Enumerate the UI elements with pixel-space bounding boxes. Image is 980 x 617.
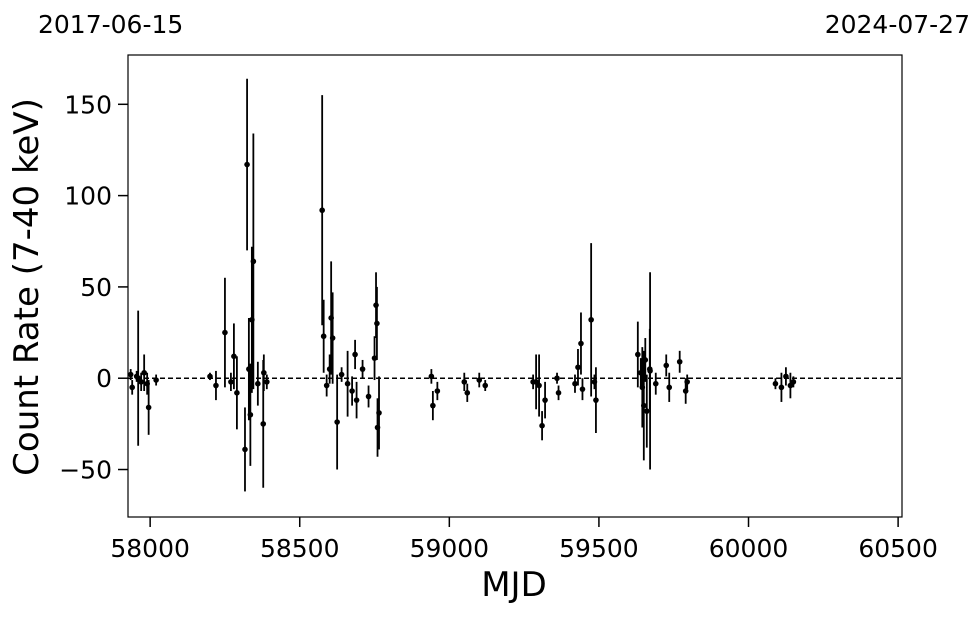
data-point: [359, 366, 366, 372]
plot-frame: [127, 54, 903, 518]
data-point: [666, 384, 673, 391]
x-tick-label: 58000: [110, 534, 190, 563]
x-tick-label: 59500: [559, 534, 639, 563]
data-point: [261, 369, 267, 376]
x-tick-label: 60000: [709, 534, 789, 563]
data-point: [374, 320, 380, 327]
data-point: [264, 379, 270, 385]
data-point: [371, 355, 378, 361]
data-point: [783, 373, 789, 380]
data-point: [255, 380, 261, 387]
data-point: [536, 382, 542, 389]
top-right-label: 2024-07-27: [825, 10, 970, 39]
data-point: [231, 353, 237, 360]
data-point: [365, 393, 372, 400]
data-point: [663, 362, 670, 369]
data-point: [579, 386, 586, 392]
data-point: [242, 446, 248, 453]
data-point: [578, 340, 584, 347]
x-tick-label: 58500: [260, 534, 340, 563]
data-point: [141, 369, 147, 376]
data-point: [593, 397, 599, 403]
data-point: [542, 397, 548, 403]
data-point: [461, 379, 468, 385]
data-point: [127, 371, 134, 378]
data-point: [222, 329, 228, 336]
data-point: [145, 404, 152, 411]
data-point: [434, 388, 441, 394]
data-point: [554, 375, 560, 382]
data-point: [642, 357, 649, 363]
data-point: [213, 382, 219, 389]
y-tick-label: 50: [80, 273, 112, 302]
data-point: [539, 422, 545, 429]
data-point: [250, 258, 257, 265]
data-point: [464, 390, 471, 396]
data-point: [153, 377, 159, 383]
data-point: [635, 351, 641, 358]
data-point: [349, 388, 355, 394]
x-tick-label: 60500: [858, 534, 938, 563]
data-point: [138, 379, 144, 385]
data-point: [352, 351, 358, 358]
data-point: [641, 402, 647, 409]
y-tick-label: 150: [64, 90, 112, 119]
data-point: [430, 402, 436, 409]
data-point: [772, 380, 779, 387]
data-point: [682, 388, 689, 394]
y-axis-label: Count Rate (7-40 keV): [7, 98, 47, 476]
data-point: [482, 382, 489, 389]
data-point: [652, 380, 659, 387]
data-point: [338, 371, 345, 378]
data-point: [572, 380, 578, 387]
data-point: [643, 408, 650, 414]
data-point: [353, 397, 360, 403]
data-point: [790, 379, 797, 385]
data-point: [555, 390, 562, 396]
data-point: [320, 333, 327, 340]
data-point: [575, 364, 581, 371]
y-tick-label: 0: [96, 364, 112, 393]
data-point: [778, 384, 785, 391]
top-left-label: 2017-06-15: [38, 10, 183, 39]
data-point: [234, 390, 240, 396]
data-point: [129, 384, 135, 391]
data-point: [228, 379, 234, 385]
data-point: [476, 377, 483, 383]
data-point: [428, 373, 435, 380]
data-point: [334, 419, 340, 425]
y-tick-label: −50: [59, 456, 112, 485]
x-tick-label: 59000: [410, 534, 490, 563]
data-point: [344, 380, 351, 387]
data-point: [207, 373, 213, 380]
x-axis-label: MJD: [481, 565, 547, 605]
data-point: [244, 161, 250, 168]
data-point: [323, 382, 330, 389]
data-point: [247, 411, 254, 418]
data-point: [319, 207, 325, 214]
data-point: [376, 410, 382, 416]
data-point: [684, 379, 690, 385]
data-point: [676, 358, 683, 365]
y-tick-label: 100: [64, 182, 112, 211]
data-point: [260, 421, 267, 427]
data-point: [647, 368, 653, 374]
data-point: [329, 335, 336, 341]
data-point: [588, 316, 594, 323]
